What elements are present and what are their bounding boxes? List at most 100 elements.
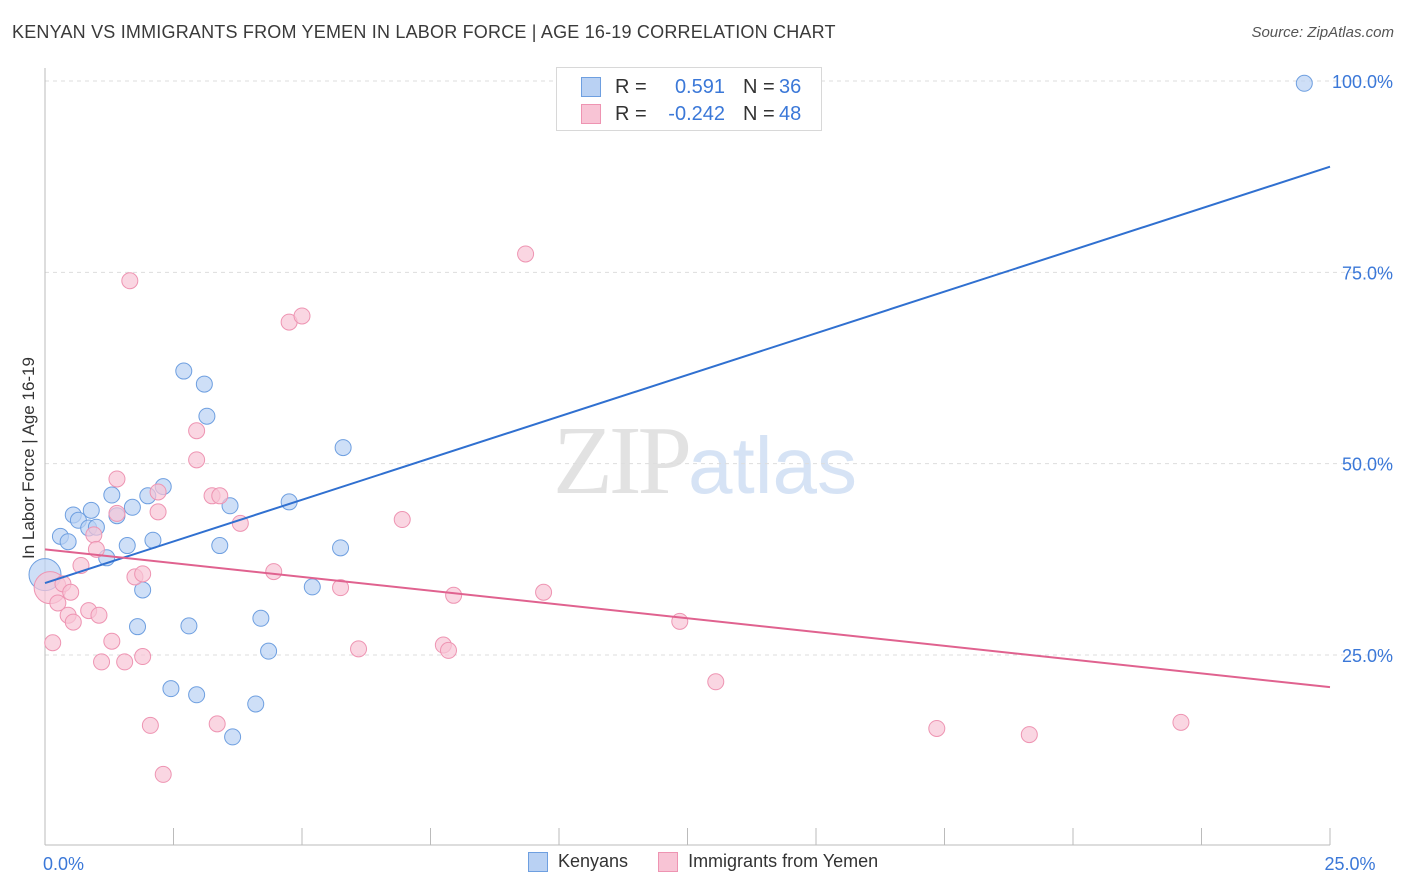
- kenyan-point: [59, 533, 77, 551]
- legend-item-yemen: Immigrants from Yemen: [658, 851, 878, 872]
- kenyan-point: [247, 695, 265, 713]
- legend-row-kenyans: R = 0.591 N = 36: [581, 74, 801, 100]
- y-axis-label: In Labor Force | Age 16-19: [19, 357, 38, 559]
- correlation-legend: R = 0.591 N = 36 R = -0.242 N = 48: [556, 67, 822, 131]
- yemen-point: [149, 483, 167, 501]
- kenyans-n-value: 36: [779, 75, 802, 98]
- yemen-point: [517, 245, 535, 263]
- yemen-point: [1172, 713, 1190, 731]
- kenyans-trend-line: [44, 165, 1331, 585]
- legend-item-kenyans: Kenyans: [528, 851, 628, 872]
- yemen-r-label: R =: [615, 102, 647, 125]
- yemen-point: [87, 540, 105, 558]
- yemen-point: [90, 606, 108, 624]
- kenyan-point: [103, 486, 121, 504]
- yemen-point: [44, 634, 62, 652]
- yemen-point: [188, 422, 206, 440]
- kenyan-point: [221, 497, 239, 515]
- chart-title: KENYAN VS IMMIGRANTS FROM YEMEN IN LABOR…: [12, 22, 836, 42]
- yemen-point: [707, 673, 725, 691]
- yemen-point: [1020, 726, 1038, 744]
- watermark-zip: ZIP: [553, 407, 692, 515]
- yemen-point: [535, 583, 553, 601]
- yemen-point: [93, 653, 111, 671]
- x-tick-labels: 0.0% 25.0%: [43, 854, 1376, 874]
- yemen-point: [149, 503, 167, 521]
- yemen-point: [154, 765, 172, 783]
- legend-row-yemen: R = -0.242 N = 48: [581, 101, 801, 127]
- legend-yemen-label: Immigrants from Yemen: [688, 851, 879, 871]
- yemen-n-value: 48: [779, 102, 802, 125]
- yemen-point: [188, 451, 206, 469]
- yemen-point: [62, 583, 80, 601]
- yemen-n-label: N =: [743, 102, 775, 125]
- x-tick-label: 25.0%: [1324, 854, 1375, 874]
- kenyan-point: [332, 539, 350, 557]
- yemen-point: [85, 526, 103, 544]
- y-tick-label: 25.0%: [1342, 646, 1393, 666]
- kenyan-point: [180, 617, 198, 635]
- yemen-r-value: -0.242: [668, 102, 725, 125]
- yemen-point: [350, 640, 368, 658]
- yemen-point: [64, 613, 82, 631]
- y-tick-label: 75.0%: [1342, 263, 1393, 283]
- yemen-point: [439, 641, 457, 659]
- kenyan-point: [252, 609, 270, 627]
- yemen-point: [121, 272, 139, 290]
- source-label: Source: ZipAtlas.com: [1251, 24, 1394, 41]
- yemen-point: [49, 594, 67, 612]
- yemen-point: [332, 579, 350, 597]
- yemen-point: [445, 586, 463, 604]
- x-tick-label: 0.0%: [43, 854, 84, 874]
- yemen-swatch: [581, 104, 601, 124]
- kenyan-point: [82, 501, 100, 519]
- yemen-trend-line: [44, 548, 1331, 689]
- yemen-point: [671, 612, 689, 630]
- kenyans-r-label: R =: [615, 75, 647, 98]
- series-legend: Kenyans Immigrants from Yemen: [528, 851, 908, 872]
- y-tick-labels: 25.0% 50.0% 75.0% 100.0%: [1332, 72, 1393, 666]
- kenyan-point: [224, 728, 242, 746]
- yemen-point: [141, 716, 159, 734]
- kenyan-point: [118, 537, 136, 555]
- yemen-point: [928, 719, 946, 737]
- kenyan-point: [334, 439, 352, 457]
- kenyan-point: [123, 498, 141, 516]
- yemen-point: [211, 487, 229, 505]
- kenyans-n-label: N =: [743, 75, 775, 98]
- kenyan-point: [211, 537, 229, 555]
- kenyan-point: [188, 686, 206, 704]
- kenyan-point: [129, 618, 147, 636]
- yemen-point: [208, 715, 226, 733]
- yemen-point: [134, 648, 152, 666]
- kenyan-point: [175, 362, 193, 380]
- gridlines: [45, 80, 1392, 656]
- yemen-point: [108, 470, 126, 488]
- kenyan-point: [195, 375, 213, 393]
- watermark-atlas: atlas: [688, 421, 857, 510]
- y-tick-label: 100.0%: [1332, 72, 1393, 92]
- legend-kenyans-swatch: [528, 851, 548, 872]
- axes: [44, 68, 1331, 846]
- yemen-point: [108, 504, 126, 522]
- watermark: ZIPatlas: [553, 405, 857, 517]
- yemen-point: [393, 511, 411, 529]
- kenyan-point: [260, 642, 278, 660]
- legend-kenyans-label: Kenyans: [558, 851, 629, 871]
- kenyan-point: [198, 407, 216, 425]
- kenyan-point: [1295, 74, 1313, 92]
- legend-yemen-swatch: [658, 851, 679, 872]
- kenyans-swatch: [581, 77, 601, 97]
- data-points: [28, 74, 1313, 783]
- kenyan-point: [303, 578, 321, 596]
- yemen-point: [116, 653, 134, 671]
- kenyans-r-value: 0.591: [674, 75, 725, 98]
- kenyan-point: [162, 680, 180, 698]
- trend-lines: [44, 165, 1331, 689]
- yemen-point: [265, 563, 283, 581]
- yemen-point: [134, 565, 152, 583]
- y-tick-label: 50.0%: [1342, 455, 1393, 475]
- yemen-point: [293, 307, 311, 325]
- yemen-point: [103, 632, 121, 650]
